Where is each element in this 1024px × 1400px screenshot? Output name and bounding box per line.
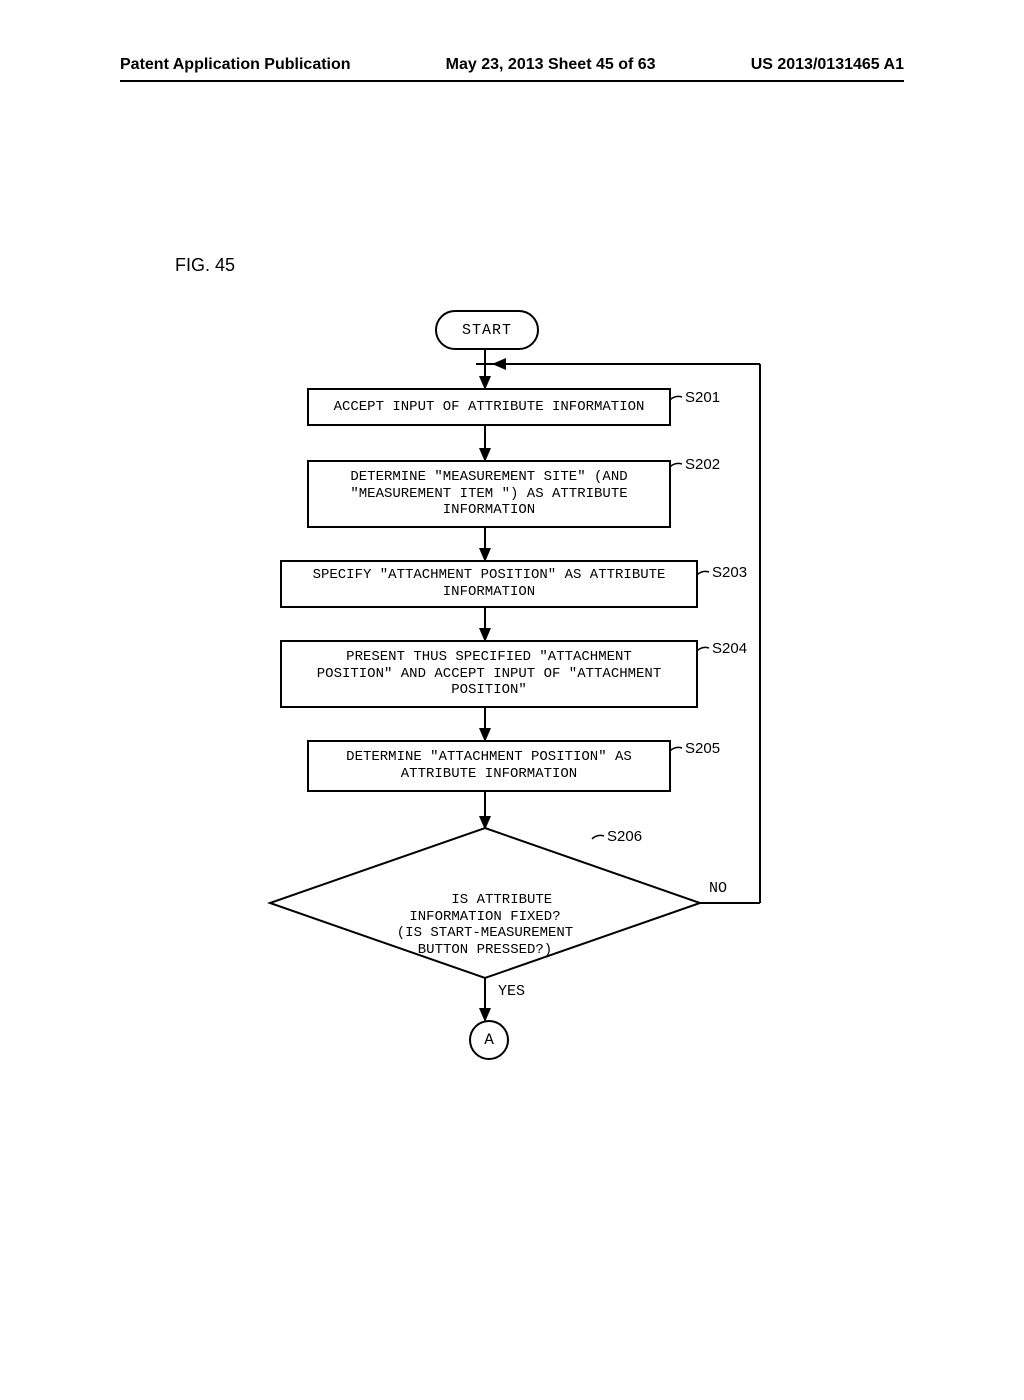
start-label: START [462,322,512,339]
decision-text: IS ATTRIBUTE INFORMATION FIXED? (IS STAR… [360,875,610,976]
process-s201: ACCEPT INPUT OF ATTRIBUTE INFORMATION [307,388,671,426]
page-header: Patent Application Publication May 23, 2… [0,56,1024,74]
step-label-s201: S201 [685,389,720,406]
no-label: NO [709,880,727,897]
header-rule [120,80,904,82]
process-s201-text: ACCEPT INPUT OF ATTRIBUTE INFORMATION [334,399,645,416]
process-s205: DETERMINE "ATTACHMENT POSITION" AS ATTRI… [307,740,671,792]
step-label-s206: S206 [607,828,642,845]
connector-a: A [469,1020,509,1060]
process-s204: PRESENT THUS SPECIFIED "ATTACHMENT POSIT… [280,640,698,708]
figure-label: FIG. 45 [175,255,235,276]
decision-text-content: IS ATTRIBUTE INFORMATION FIXED? (IS STAR… [397,892,573,958]
process-s205-text: DETERMINE "ATTACHMENT POSITION" AS ATTRI… [346,749,632,783]
process-s204-text: PRESENT THUS SPECIFIED "ATTACHMENT POSIT… [317,649,661,699]
yes-label: YES [498,983,525,1000]
step-label-s202: S202 [685,456,720,473]
step-label-s204: S204 [712,640,747,657]
start-terminator: START [435,310,539,350]
step-label-s203: S203 [712,564,747,581]
process-s202: DETERMINE "MEASUREMENT SITE" (AND "MEASU… [307,460,671,528]
header-center: May 23, 2013 Sheet 45 of 63 [446,56,656,74]
process-s202-text: DETERMINE "MEASUREMENT SITE" (AND "MEASU… [350,469,627,519]
connector-a-label: A [484,1031,494,1049]
process-s203-text: SPECIFY "ATTACHMENT POSITION" AS ATTRIBU… [313,567,666,601]
step-label-s205: S205 [685,740,720,757]
header-left: Patent Application Publication [120,56,351,74]
process-s203: SPECIFY "ATTACHMENT POSITION" AS ATTRIBU… [280,560,698,608]
header-right: US 2013/0131465 A1 [751,56,904,74]
